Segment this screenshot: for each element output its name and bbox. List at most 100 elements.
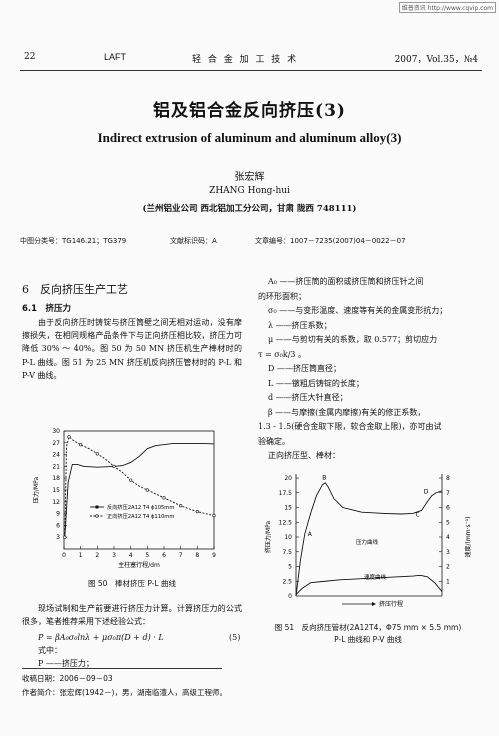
y-right-tick-label: 3 [446,549,450,556]
x-arrow-head [372,602,376,606]
author-english: ZHANG Hong-hui [209,186,290,196]
x-tick-label: 1 [79,552,83,559]
x-tick-label: 3 [112,552,116,559]
formula-where: 式中： [38,646,62,655]
y-tick-label: 27 [52,440,60,447]
speed-curve-label: 速度曲线 [364,573,387,581]
figure-50-caption: 图 50 棒材挤压 P-L 曲线 [88,579,176,588]
data-point [95,452,99,456]
series-line [64,436,215,538]
y-tick-label: 21 [52,463,60,470]
data-point [112,464,116,469]
x-axis-label: 主柱塞行程/dm [118,561,160,569]
x-tick-label: 4 [129,552,133,559]
formula-5: P = βA₀σ₀lnλ + μσ₀π(D + d) · L [38,633,164,642]
definition-P: P ——挤压力； [38,659,94,668]
data-point [179,504,183,508]
right-line: 的环形面积； [258,291,306,301]
paragraph-formula-intro: 现场试制和生产前要进行挤压力计算。计算挤压力的公式很多，笔者推荐采用下述经验公式… [22,604,242,627]
data-point [79,443,83,447]
title-chinese: 铝及铝合金反向挤压(3) [153,101,346,121]
title-english: Indirect extrusion of aluminum and alumi… [97,130,402,145]
y-right-tick-label: 8 [446,475,450,482]
data-point [195,510,199,514]
pressure-curve-label: 压力曲线 [356,538,379,546]
data-point [145,488,149,492]
right-line: σ₀ ——与变形温度、速度等有关的金属变形抗力； [268,306,448,315]
right-line: D ——挤压筒直径； [268,364,341,373]
y-tick-label: 12.5 [279,519,293,526]
clc-number: 中图分类号：TG146.21；TG379 [20,237,127,245]
y-tick-label: 17.5 [279,490,293,497]
y-axis-label: 压力/MPa [32,477,40,504]
y-tick-label: 3 [56,534,60,541]
journal-name: 轻 合 金 加 工 技 术 [192,55,299,65]
y-tick-label: 0 [288,593,292,600]
right-line: λ ——挤压系数； [268,320,332,330]
right-line: β ——与摩擦(金属内摩擦)有关的修正系数， [268,407,426,417]
right-line: d ——挤压大针直径； [268,393,348,402]
x-tick-label: 9 [212,552,216,559]
y-tick-label: 5 [288,564,292,571]
legend-entry: 反向挤压2A12 T4 ϕ105mm [107,503,174,511]
paragraph-intro: 由于反向挤压时铸锭与挤压筒壁之间无相对运动，没有摩擦损失，在相同规格产品条件下与… [22,318,242,380]
x-axis-label: 挤压行程 [379,600,403,608]
right-line: μ ——与剪切有关的系数，取 0.577；剪切应力 [268,335,438,344]
author-chinese: 张宏辉 [234,172,265,183]
figure-51-chart: 2.5 5 7.5 10 12.5 15 17.5 20 0 1 2 3 4 5 6 7 8 挤压力/MPa 速度/… [264,474,472,608]
author-bio: 作者简介：张宏辉(1942－)，男，湖南临澧人，高级工程师。 [22,688,227,697]
y-tick-label: 6 [56,522,60,529]
data-point [212,513,216,518]
y-tick-label: 10 [284,534,292,541]
data-point [162,496,166,500]
y-tick-label: 12 [52,499,60,506]
x-tick-label: 2 [95,552,99,559]
y-tick-label: 7.5 [282,549,292,556]
right-line: 正向挤压型、棒材： [268,451,340,460]
x-tick-label: 5 [145,552,149,559]
y-tick-label: 18 [52,475,60,482]
formula-number: (5) [229,633,241,642]
data-point [67,435,71,439]
y-tick-label: 15 [284,505,292,512]
affiliation: (兰州铝业公司 西北铝加工分公司，甘肃 陇西 748111) [142,204,357,214]
y-right-tick-label: 5 [446,519,450,526]
point-label: C [416,511,420,518]
x-tick-label: 0 [62,552,66,559]
legend-marker [95,505,99,509]
y-right-axis-label: 速度/(mm·s⁻¹) [464,517,472,558]
point-label: A [308,531,313,538]
data-point [129,478,133,482]
figure-51-caption-line1: 图 51 反向挤压管材(2A12T4，Φ75 mm × 5.5 mm) [274,623,462,632]
issue-info: 2007，Vol.35，№4 [394,55,478,65]
running-header: 22 LAFT 轻 合 金 加 工 技 术 2007，Vol.35，№4 [20,48,482,71]
section-heading: 6 反向挤压生产工艺 [22,283,128,296]
legend-entry: 正向挤压2A12 T4 ϕ110mm [107,512,174,520]
point-label: D [424,489,429,496]
received-date: 收稿日期：2006－09－03 [22,674,113,683]
y-tick-label: 24 [52,452,60,459]
article-number: 文章编号：1007－7235(2007)04－0022－07 [255,237,406,245]
watermark: 维普资讯 http://www.cqvip.com [398,2,496,13]
y-tick-label: 30 [52,428,60,435]
speed-curve [295,574,443,595]
y-right-tick-label: 1 [446,578,450,585]
plot-frame [63,430,215,550]
series-line [64,443,215,538]
x-tick-label: 6 [162,552,166,559]
y-tick-label: 15 [52,487,60,494]
doc-code: 文献标识码：A [170,237,217,245]
footnote-rule [22,668,222,669]
journal-abbrev: LAFT [104,52,127,62]
y-tick-label: 9 [56,511,60,518]
right-line: 1.3 - 1.5(硬合金取下限，软合金取上限)，亦可由试 [258,422,442,431]
point-label: B [322,475,326,482]
right-line: 验确定。 [258,436,290,446]
right-line: τ = σ₀k/3 。 [258,349,307,359]
y-tick-label: 20 [284,475,292,482]
legend-marker [95,514,99,518]
y-right-tick-label: 7 [446,490,450,497]
y-axis-label: 挤压力/MPa [264,521,272,554]
right-line: L ——镦粗后铸锭的长度； [268,378,364,388]
